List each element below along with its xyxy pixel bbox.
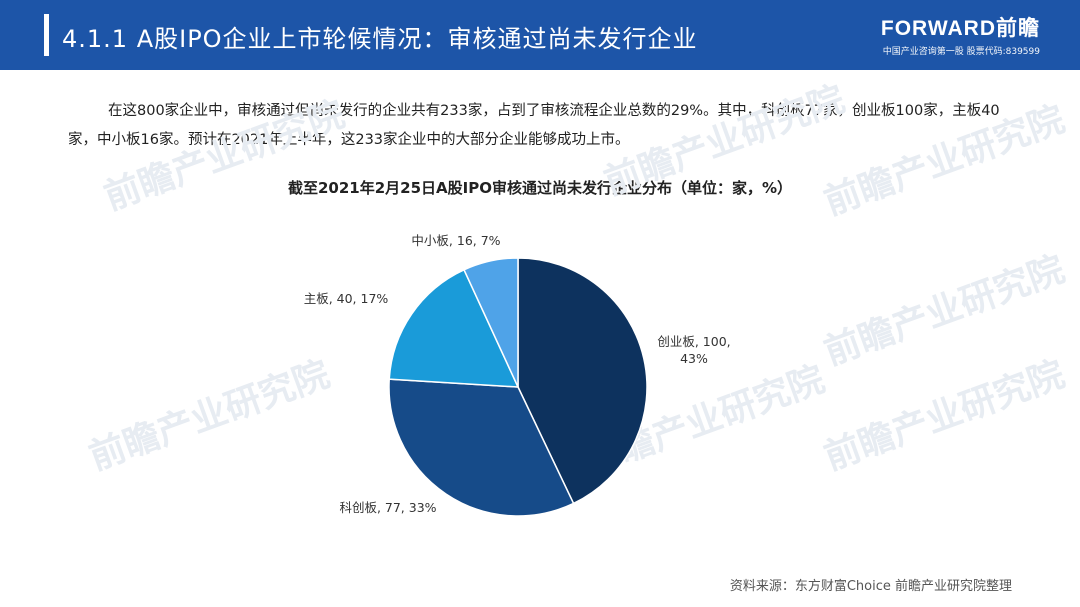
watermark-0: 前瞻产业研究院 [99,94,350,219]
slice-label-3: 中小板, 16, 7% [411,233,500,248]
pie-slice-0 [517,257,648,505]
slice-label-0: 创业板, 100, 43% [657,334,730,366]
slice-label-1: 科创板, 77, 33% [339,500,436,515]
page-title: 4.1.1 A股IPO企业上市轮候情况：审核通过尚未发行企业 [62,25,698,53]
watermark-3: 前瞻产业研究院 [84,354,335,479]
header-accent-bar [44,14,49,56]
brand-logo: FORWARD前瞻 [880,17,1040,40]
pie-slice-3 [463,257,519,388]
source-note: 资料来源：东方财富Choice 前瞻产业研究院整理 [729,579,1012,594]
pie-slice-1 [388,378,575,517]
pie-slice-2 [388,268,520,388]
chart-title: 截至2021年2月25日A股IPO审核通过尚未发行企业分布（单位：家，%） [287,179,793,197]
watermark-6: 前瞻产业研究院 [819,249,1070,374]
watermark-1: 前瞻产业研究院 [599,79,850,204]
brand-subtitle: 中国产业咨询第一股 股票代码:839599 [882,47,1040,57]
intro-paragraph: 在这800家企业中，审核通过但尚未发行的企业共有233家，占到了审核流程企业总数… [68,103,1000,148]
brand: FORWARD前瞻 中国产业咨询第一股 股票代码:839599 [881,12,1040,57]
header-bar: 4.1.1 A股IPO企业上市轮候情况：审核通过尚未发行企业 FORWARD前瞻… [0,0,1080,70]
watermark-2: 前瞻产业研究院 [819,99,1070,224]
slice-label-2: 主板, 40, 17% [304,291,389,306]
watermark-5: 前瞻产业研究院 [819,354,1070,479]
